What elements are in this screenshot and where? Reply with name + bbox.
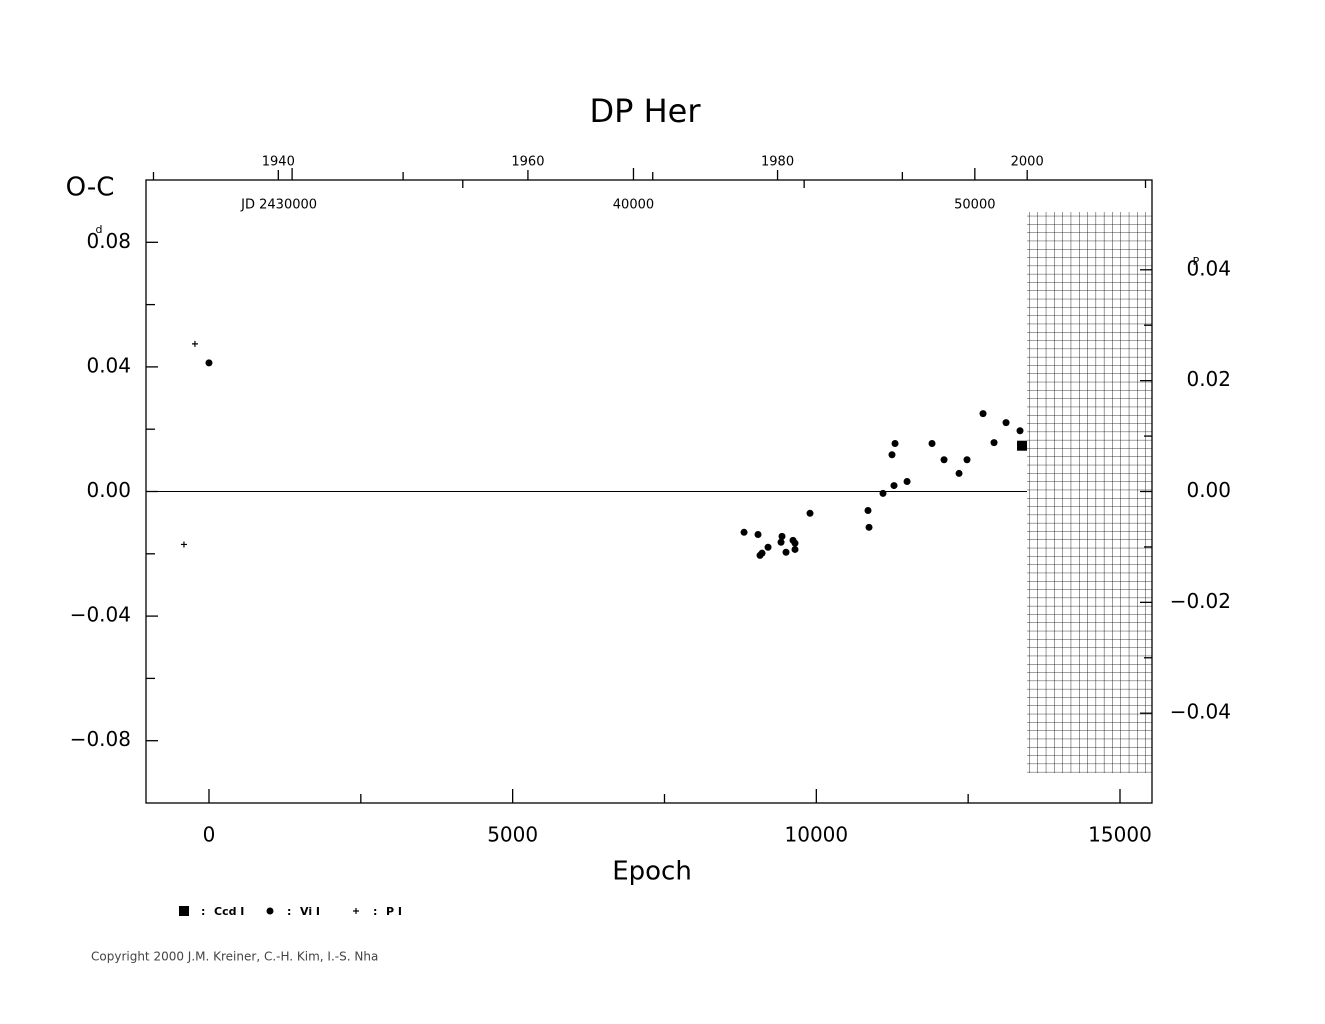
legend-label: Ccd I (214, 905, 244, 918)
y-tick-label: 0.00 (86, 478, 131, 502)
circle-point (990, 439, 998, 447)
circle-point (928, 440, 936, 448)
chart-title: DP Her (589, 92, 701, 130)
circle-point (791, 539, 799, 547)
legend-label: Vi I (300, 905, 320, 918)
jd-tick-label: 40000 (613, 198, 654, 213)
circle-point (758, 549, 766, 557)
year-tick-label: 1980 (761, 155, 794, 170)
y-tick-label: 0.04 (86, 353, 131, 377)
legend-separator: : (201, 905, 205, 918)
circle-point (740, 528, 748, 536)
circle-point (865, 523, 873, 531)
circle-point (806, 509, 814, 517)
plus-point (180, 541, 187, 548)
y-tick-label: −0.08 (70, 727, 131, 751)
circle-point (940, 456, 948, 464)
y2-unit: P (1193, 255, 1200, 268)
year-tick-label: 1960 (511, 155, 544, 170)
y-tick-label: 0.08 (86, 229, 131, 253)
legend-marker (266, 907, 274, 915)
y2-tick-label: −0.04 (1170, 700, 1231, 724)
circle-point (963, 456, 971, 464)
circle-point (979, 410, 987, 418)
x-label: Epoch (612, 857, 692, 887)
x-tick-label: 15000 (1088, 823, 1152, 847)
y2-tick-label: 0.00 (1186, 478, 1231, 502)
circle-point (782, 548, 790, 556)
circle-point (890, 482, 898, 490)
y2-tick-label: 0.02 (1186, 367, 1231, 391)
circle-point (891, 440, 899, 448)
x-tick-label: 5000 (487, 823, 538, 847)
circle-point (777, 538, 785, 546)
x-tick-label: 10000 (785, 823, 849, 847)
y-unit: d (96, 223, 103, 236)
circle-point (764, 543, 772, 551)
circle-point (955, 469, 963, 477)
y2-tick-label: −0.02 (1170, 589, 1231, 613)
jd-tick-label: 50000 (954, 198, 995, 213)
circle-point (1002, 419, 1010, 427)
future-hatch (1027, 212, 1152, 773)
legend-separator: : (287, 905, 291, 918)
circle-point (879, 489, 887, 497)
circle-point (778, 532, 786, 540)
legend-marker (179, 906, 189, 916)
circle-point (205, 359, 213, 367)
y-tick-label: −0.04 (70, 603, 131, 627)
year-tick-label: 1940 (262, 155, 295, 170)
circle-point (754, 530, 762, 538)
year-tick-label: 2000 (1011, 155, 1044, 170)
legend-label: P I (386, 905, 402, 918)
circle-point (864, 507, 872, 515)
plus-point (191, 340, 198, 347)
circle-point (1016, 427, 1024, 435)
y-label: O-C (66, 173, 115, 203)
legend-separator: : (373, 905, 377, 918)
square-point (1017, 440, 1028, 451)
jd-tick-label: JD 2430000 (240, 198, 317, 213)
circle-point (888, 451, 896, 459)
legend-marker (353, 908, 359, 914)
circle-point (903, 478, 911, 486)
y2-tick-label: 0.04 (1186, 256, 1231, 280)
x-tick-label: 0 (203, 823, 216, 847)
copyright: Copyright 2000 J.M. Kreiner, C.-H. Kim, … (91, 950, 378, 964)
circle-point (791, 545, 799, 553)
